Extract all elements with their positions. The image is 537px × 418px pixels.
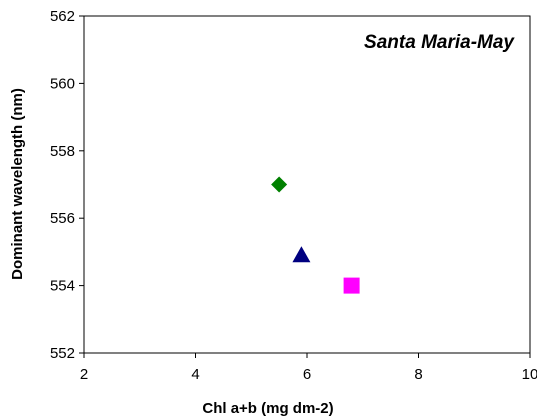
x-axis-ticks: 2 4 6 8 10	[80, 353, 537, 383]
y-axis-title: Dominant wavelength (nm)	[9, 88, 26, 280]
x-tick-label: 2	[80, 366, 88, 383]
y-axis-ticks: 552 554 556 558 560 562	[50, 8, 84, 362]
y-tick-label: 562	[50, 8, 75, 25]
chart-annotation: Santa Maria-May	[364, 32, 515, 53]
y-tick-label: 554	[50, 278, 75, 295]
x-tick-label: 6	[303, 366, 311, 383]
data-points	[271, 176, 360, 294]
x-tick-label: 10	[522, 366, 537, 383]
plot-area	[83, 15, 531, 354]
data-point-square	[343, 277, 360, 294]
y-tick-label: 556	[50, 210, 75, 227]
data-point-triangle	[292, 246, 311, 263]
y-tick-label: 552	[50, 345, 75, 362]
x-axis-title: Chl a+b (mg dm-2)	[202, 400, 333, 417]
x-tick-label: 8	[414, 366, 422, 383]
y-tick-label: 558	[50, 143, 75, 160]
y-tick-label: 560	[50, 75, 75, 92]
data-point-diamond	[271, 176, 288, 193]
x-tick-label: 4	[191, 366, 199, 383]
